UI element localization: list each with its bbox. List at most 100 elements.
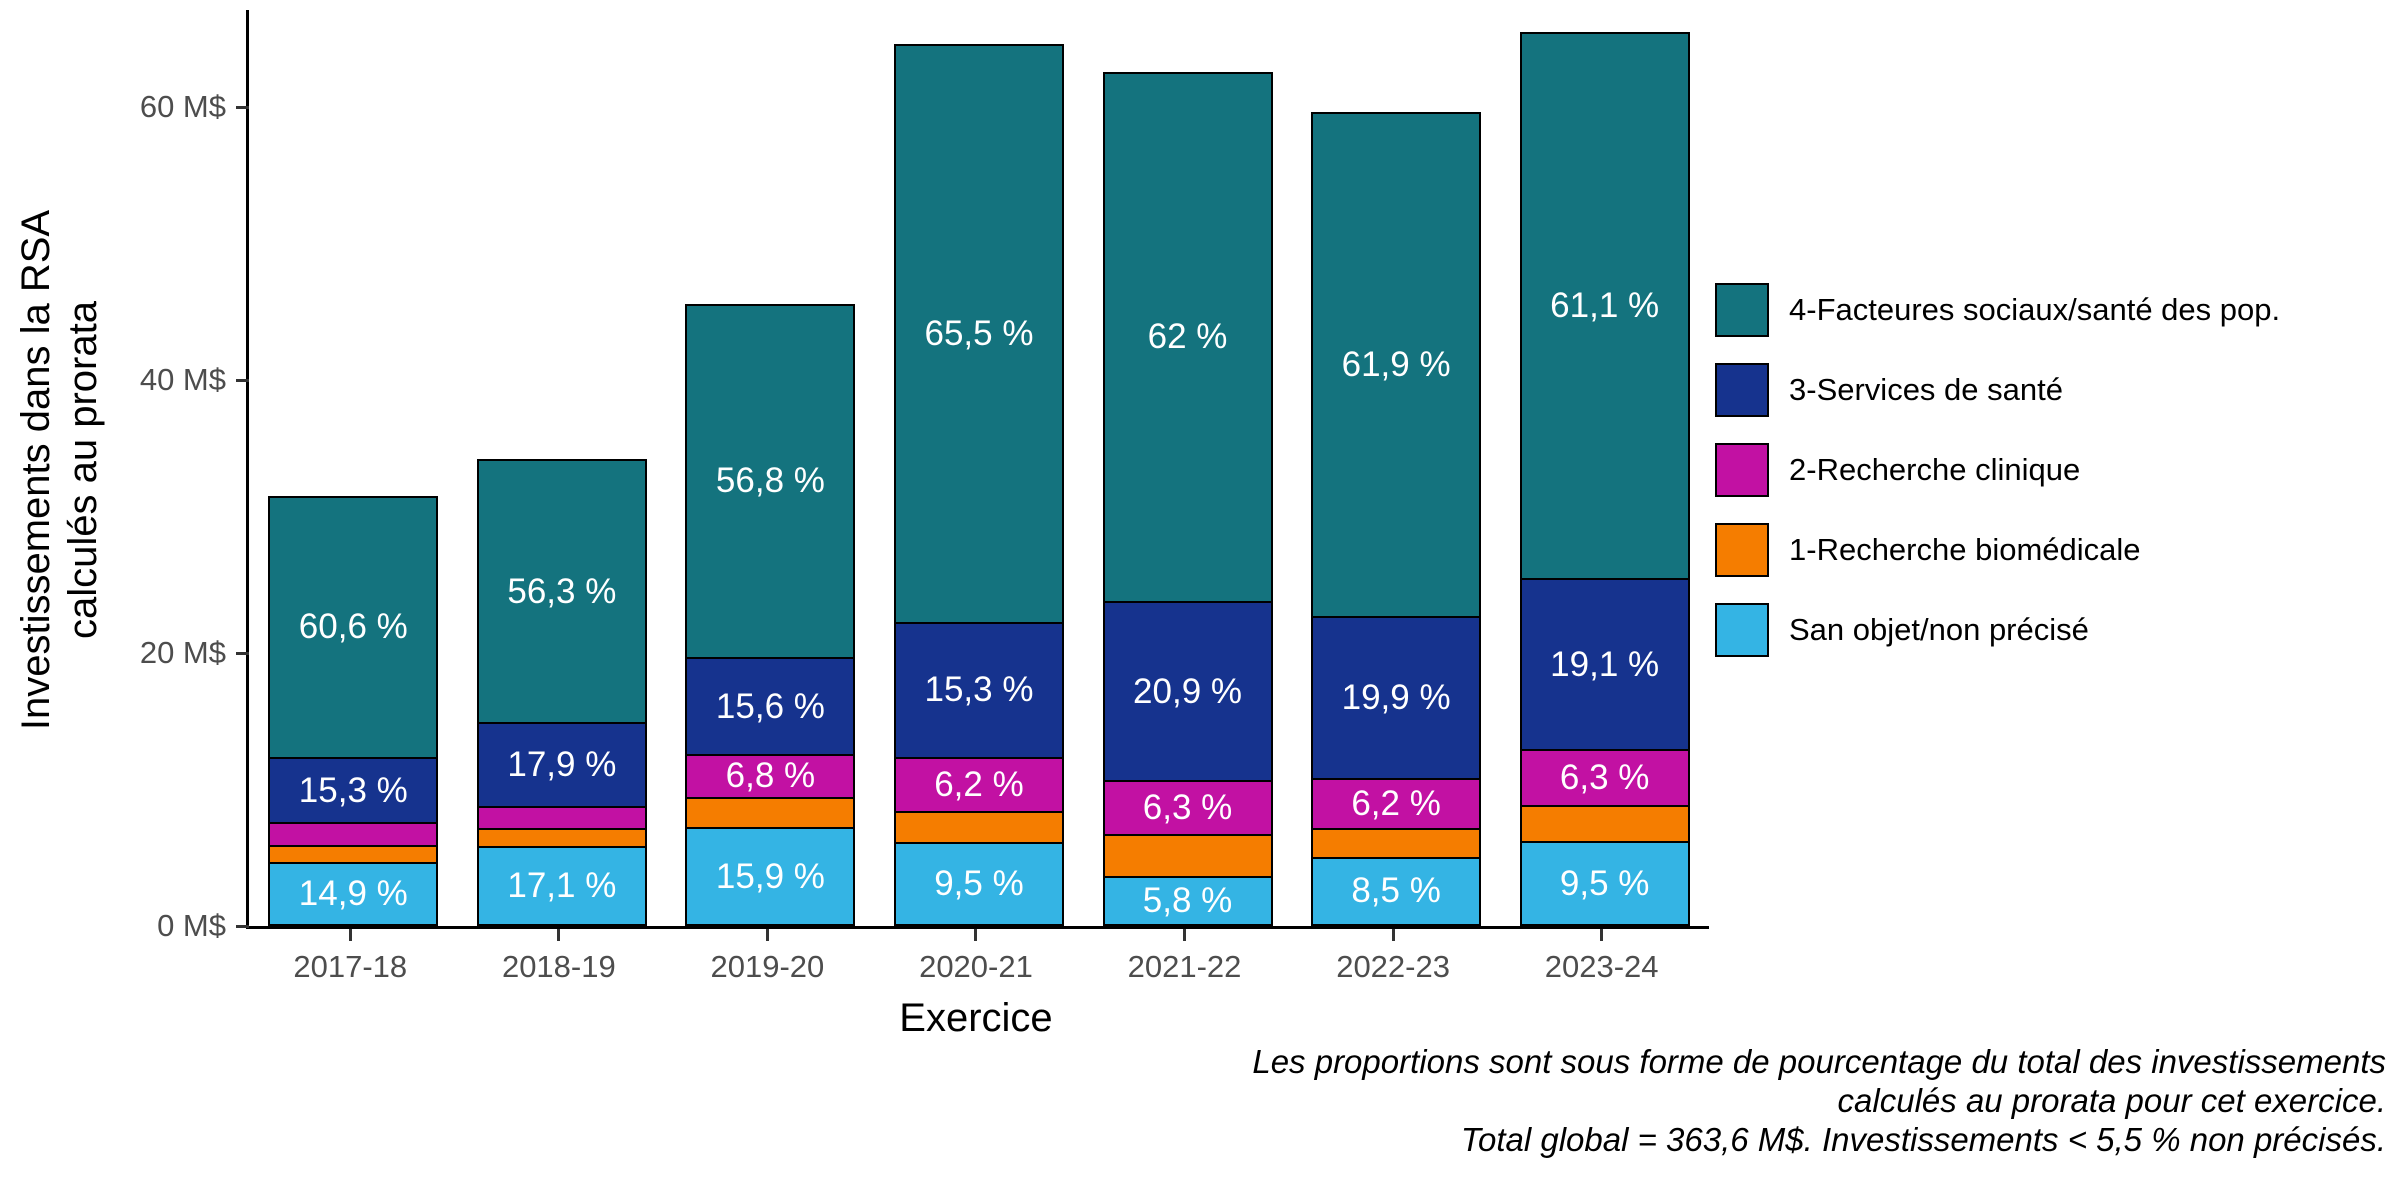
bar-segment-label: 17,9 %	[507, 744, 617, 784]
bar-segment: 19,1 %	[1519, 578, 1690, 750]
caption-line: Les proportions sont sous forme de pourc…	[1252, 1043, 2386, 1080]
y-tick: 60 M$	[140, 89, 249, 125]
bar-segment-label: 65,5 %	[924, 314, 1034, 354]
legend-swatch	[1715, 283, 1769, 337]
bar-segment: 56,3 %	[476, 459, 647, 723]
bar-segment-label: 60,6 %	[298, 607, 408, 647]
legend-label: San objet/non précisé	[1789, 612, 2089, 647]
bar-segment: 9,5 %	[1519, 841, 1690, 926]
bar-segment: 17,1 %	[476, 846, 647, 926]
bar-segment: 61,1 %	[1519, 31, 1690, 579]
bar-segment: 6,8 %	[685, 754, 856, 797]
legend-label: 4-Facteures sociaux/santé des pop.	[1789, 292, 2281, 327]
x-tick-label: 2018-19	[501, 949, 616, 984]
x-tick-label: 2019-20	[710, 949, 825, 984]
bar-segment-label: 20,9 %	[1133, 671, 1243, 711]
bar-segment: 15,3 %	[268, 756, 439, 823]
bars-layer: 14,9 % 15,3 % 60,6 % 17,1 % 17,9 % 56,3 % 15,9…	[249, 10, 1709, 926]
x-tick-mark	[1391, 929, 1395, 941]
x-tick: 2019-20	[682, 929, 852, 985]
bar-segment: 6,2 %	[893, 756, 1064, 812]
bar-segment: 20,9 %	[1102, 601, 1273, 780]
bar-segment-label: 15,3 %	[924, 670, 1034, 710]
bar-segment-label: 6,3 %	[1142, 787, 1233, 827]
x-tick-label: 2023-24	[1544, 949, 1659, 984]
bar-segment: 14,9 %	[268, 861, 439, 926]
legend-label: 3-Services de santé	[1789, 372, 2063, 407]
bar-segment: 19,9 %	[1311, 616, 1482, 778]
bar-segment-label: 56,8 %	[715, 461, 825, 501]
legend: 4-Facteures sociaux/santé des pop. 3-Serv…	[1715, 283, 2280, 657]
bar-segment	[1102, 833, 1273, 877]
legend-item: 3-Services de santé	[1715, 363, 2280, 417]
bar-segment: 15,6 %	[685, 657, 856, 755]
y-tick-mark	[236, 105, 249, 109]
x-tick-label: 2021-22	[1127, 949, 1242, 984]
bar-segment: 6,3 %	[1519, 749, 1690, 806]
y-tick: 20 M$	[140, 635, 249, 671]
x-tick-mark	[1183, 929, 1187, 941]
y-tick-label: 60 M$	[139, 89, 226, 124]
x-tick-mark	[1600, 929, 1604, 941]
bar-segment: 61,9 %	[1311, 112, 1482, 617]
bar-segment-label: 17,1 %	[507, 866, 617, 906]
bar-segment: 60,6 %	[268, 496, 439, 757]
bar: 5,8 % 6,3 % 20,9 % 62 %	[1102, 71, 1273, 926]
bar-segment: 6,3 %	[1102, 779, 1273, 834]
bar-segment	[476, 827, 647, 847]
caption-line: Total global = 363,6 M$. Investissements…	[1460, 1121, 2386, 1158]
bar-segment	[268, 844, 439, 862]
bar-segment-label: 15,3 %	[298, 770, 408, 810]
y-tick-label: 40 M$	[139, 362, 226, 397]
bar-segment-label: 6,8 %	[725, 756, 816, 796]
bar-segment: 56,8 %	[685, 303, 856, 658]
x-tick: 2018-19	[474, 929, 644, 985]
legend-swatch	[1715, 603, 1769, 657]
bar-segment-label: 6,3 %	[1559, 758, 1650, 798]
bar-segment	[268, 822, 439, 845]
bar: 9,5 % 6,2 % 15,3 % 65,5 %	[893, 44, 1064, 926]
bar: 14,9 % 15,3 % 60,6 %	[268, 496, 439, 926]
y-tick: 0 M$	[157, 908, 249, 944]
bar-segment-label: 9,5 %	[1559, 863, 1650, 903]
bar: 15,9 % 6,8 % 15,6 % 56,8 %	[685, 303, 856, 926]
legend-item: 2-Recherche clinique	[1715, 443, 2280, 497]
plot-area: 14,9 % 15,3 % 60,6 % 17,1 % 17,9 % 56,3 % 15,9…	[140, 10, 1709, 943]
caption-line: calculés au prorata pour cet exercice.	[1837, 1082, 2386, 1119]
bar-segment-label: 19,9 %	[1341, 678, 1451, 717]
bar-segment: 65,5 %	[893, 44, 1064, 622]
bar-segment-label: 61,9 %	[1341, 345, 1451, 385]
x-tick: 2022-23	[1308, 929, 1478, 985]
bar-segment-label: 61,1 %	[1550, 286, 1660, 326]
x-tick-mark	[557, 929, 561, 941]
bar-segment-label: 8,5 %	[1351, 871, 1441, 911]
bar-segment: 9,5 %	[893, 842, 1064, 926]
x-axis-ticks: 2017-18 2018-19 2019-20 2020-21 2021-22 2022-…	[246, 929, 1706, 985]
x-tick-mark	[974, 929, 978, 941]
bar-segment-label: 19,1 %	[1550, 644, 1660, 684]
legend-label: 1-Recherche biomédicale	[1789, 532, 2141, 567]
bar-segment: 5,8 %	[1102, 876, 1273, 926]
caption: Les proportions sont sous forme de pourc…	[1252, 1042, 2386, 1159]
bar-segment-label: 56,3 %	[507, 571, 617, 611]
bar: 17,1 % 17,9 % 56,3 %	[476, 459, 647, 926]
x-tick: 2017-18	[265, 929, 435, 985]
x-tick-mark	[348, 929, 352, 941]
bar-segment	[685, 796, 856, 828]
bar-segment-label: 6,2 %	[934, 765, 1024, 805]
bar-segment: 62 %	[1102, 71, 1273, 602]
y-tick-label: 0 M$	[157, 908, 226, 943]
bar-segment: 17,9 %	[476, 722, 647, 806]
y-tick-mark	[236, 651, 249, 655]
x-axis-title: Exercice	[899, 996, 1053, 1040]
legend-swatch	[1715, 363, 1769, 417]
legend-swatch	[1715, 443, 1769, 497]
legend-item: 1-Recherche biomédicale	[1715, 523, 2280, 577]
bar-segment	[476, 805, 647, 828]
y-axis-title: Investissements dans la RSA calculés au p…	[13, 210, 107, 730]
bar-segment: 6,2 %	[1311, 777, 1482, 829]
x-tick-label: 2017-18	[293, 949, 408, 984]
y-axis-title-line: Investissements dans la RSA	[14, 209, 58, 731]
bar-segment-label: 6,2 %	[1351, 784, 1441, 824]
